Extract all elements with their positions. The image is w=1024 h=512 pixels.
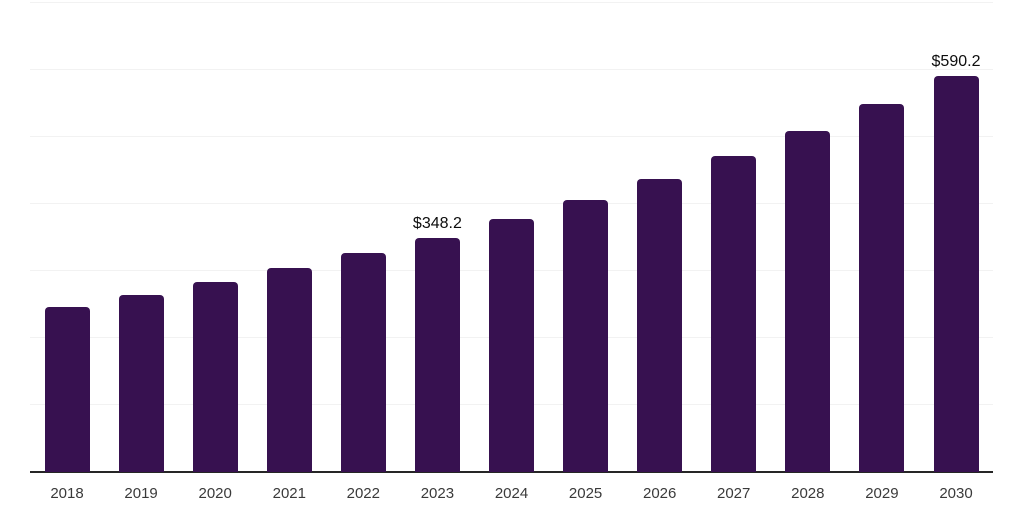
bar-2021[interactable] [266, 267, 312, 472]
bar-2027[interactable] [711, 155, 757, 472]
bar-2025[interactable] [563, 199, 609, 472]
gridline-400 [30, 203, 993, 204]
data-label-2023: $348.2 [412, 214, 462, 232]
x-tick-label-2029: 2029 [865, 485, 899, 502]
x-tick-label-2025: 2025 [568, 485, 603, 502]
x-tick-label-2023: 2023 [420, 485, 455, 502]
bar-2018[interactable] [44, 306, 90, 472]
x-tick-label-2018: 2018 [50, 485, 84, 502]
x-tick-label-2030: 2030 [939, 485, 973, 502]
x-axis-line [30, 471, 993, 473]
bar-2022[interactable] [340, 252, 386, 472]
x-tick-label-2021: 2021 [272, 485, 306, 502]
bar-2028[interactable] [785, 130, 831, 472]
bar-2024[interactable] [489, 219, 534, 472]
x-tick-label-2028: 2028 [791, 485, 825, 502]
bar-2030[interactable] [933, 75, 979, 472]
bar-2026[interactable] [637, 178, 683, 472]
bar-2020[interactable] [192, 281, 238, 472]
gridline-700 [30, 2, 993, 3]
x-tick-label-2019: 2019 [124, 485, 158, 502]
bar-2029[interactable] [859, 104, 905, 472]
x-tick-label-2020: 2020 [198, 485, 232, 502]
bar-2023[interactable] [414, 237, 460, 472]
x-tick-label-2027: 2027 [717, 485, 751, 502]
data-label-2030: $590.2 [931, 52, 981, 70]
bar-2019[interactable] [118, 294, 164, 472]
x-tick-label-2026: 2026 [643, 485, 677, 502]
gridline-500 [30, 136, 993, 137]
gridline-600 [30, 69, 993, 70]
x-tick-label-2024: 2024 [494, 485, 529, 502]
x-tick-label-2022: 2022 [346, 485, 380, 502]
